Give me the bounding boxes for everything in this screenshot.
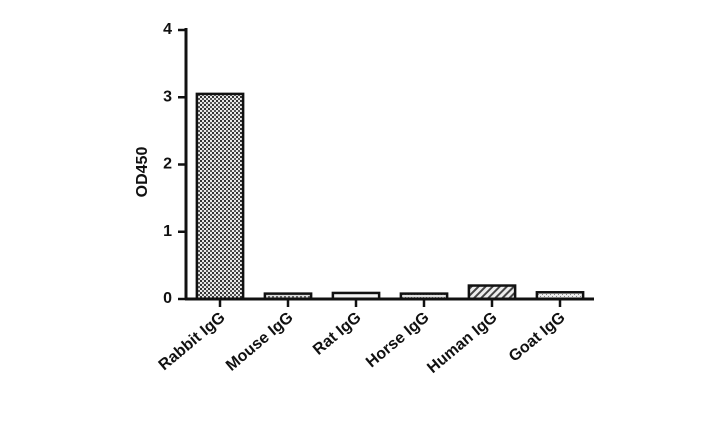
- x-tick-label: Rabbit IgG: [156, 309, 229, 374]
- x-tick-label: Mouse IgG: [223, 309, 297, 375]
- y-tick-label: 3: [163, 88, 172, 105]
- x-tick-label: Goat IgG: [506, 309, 569, 365]
- y-tick-label: 2: [163, 156, 172, 173]
- y-tick-label: 1: [163, 223, 172, 240]
- x-tick-label: Human IgG: [424, 309, 500, 377]
- bar: [467, 284, 517, 301]
- y-axis-label: OD450: [134, 147, 151, 198]
- y-tick-label: 4: [163, 21, 172, 38]
- x-tick-label: Horse IgG: [363, 309, 433, 371]
- bar: [195, 92, 245, 301]
- y-tick-label: 0: [163, 290, 172, 307]
- x-tick-label: Rat IgG: [310, 309, 365, 359]
